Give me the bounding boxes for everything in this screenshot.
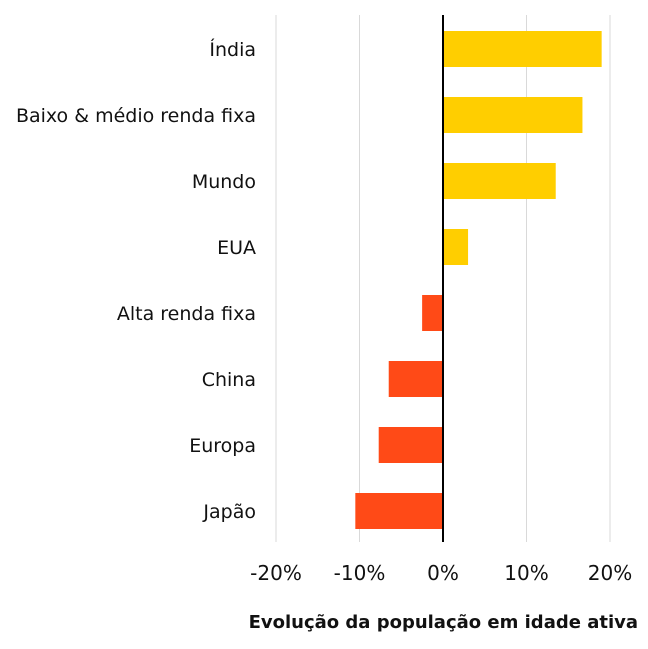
category-label: Europa — [189, 435, 256, 457]
x-axis-title: Evolução da população em idade ativa — [249, 612, 638, 633]
category-label: Índia — [209, 38, 256, 61]
x-tick-label: -20% — [250, 561, 302, 585]
bar — [443, 97, 583, 133]
category-labels: Índia Baixo & médio renda fixa Mundo EUA Alt… — [16, 38, 256, 523]
x-tick-labels: -20% -10% 0% 10% 20% — [250, 561, 632, 585]
category-label: EUA — [217, 237, 256, 259]
bar — [443, 229, 469, 265]
bar — [388, 361, 443, 397]
x-tick-label: 20% — [588, 561, 632, 585]
category-label: Japão — [202, 501, 256, 523]
bar — [378, 427, 443, 463]
bar — [443, 163, 556, 199]
bar — [443, 31, 602, 67]
category-label: China — [202, 369, 256, 391]
x-tick-label: 0% — [427, 561, 459, 585]
bar — [422, 295, 443, 331]
x-tick-label: 10% — [504, 561, 548, 585]
category-label: Baixo & médio renda fixa — [16, 105, 256, 127]
bar — [355, 493, 443, 529]
category-label: Alta renda fixa — [117, 303, 256, 325]
bars — [355, 31, 602, 529]
category-label: Mundo — [192, 171, 256, 193]
x-tick-label: -10% — [334, 561, 386, 585]
